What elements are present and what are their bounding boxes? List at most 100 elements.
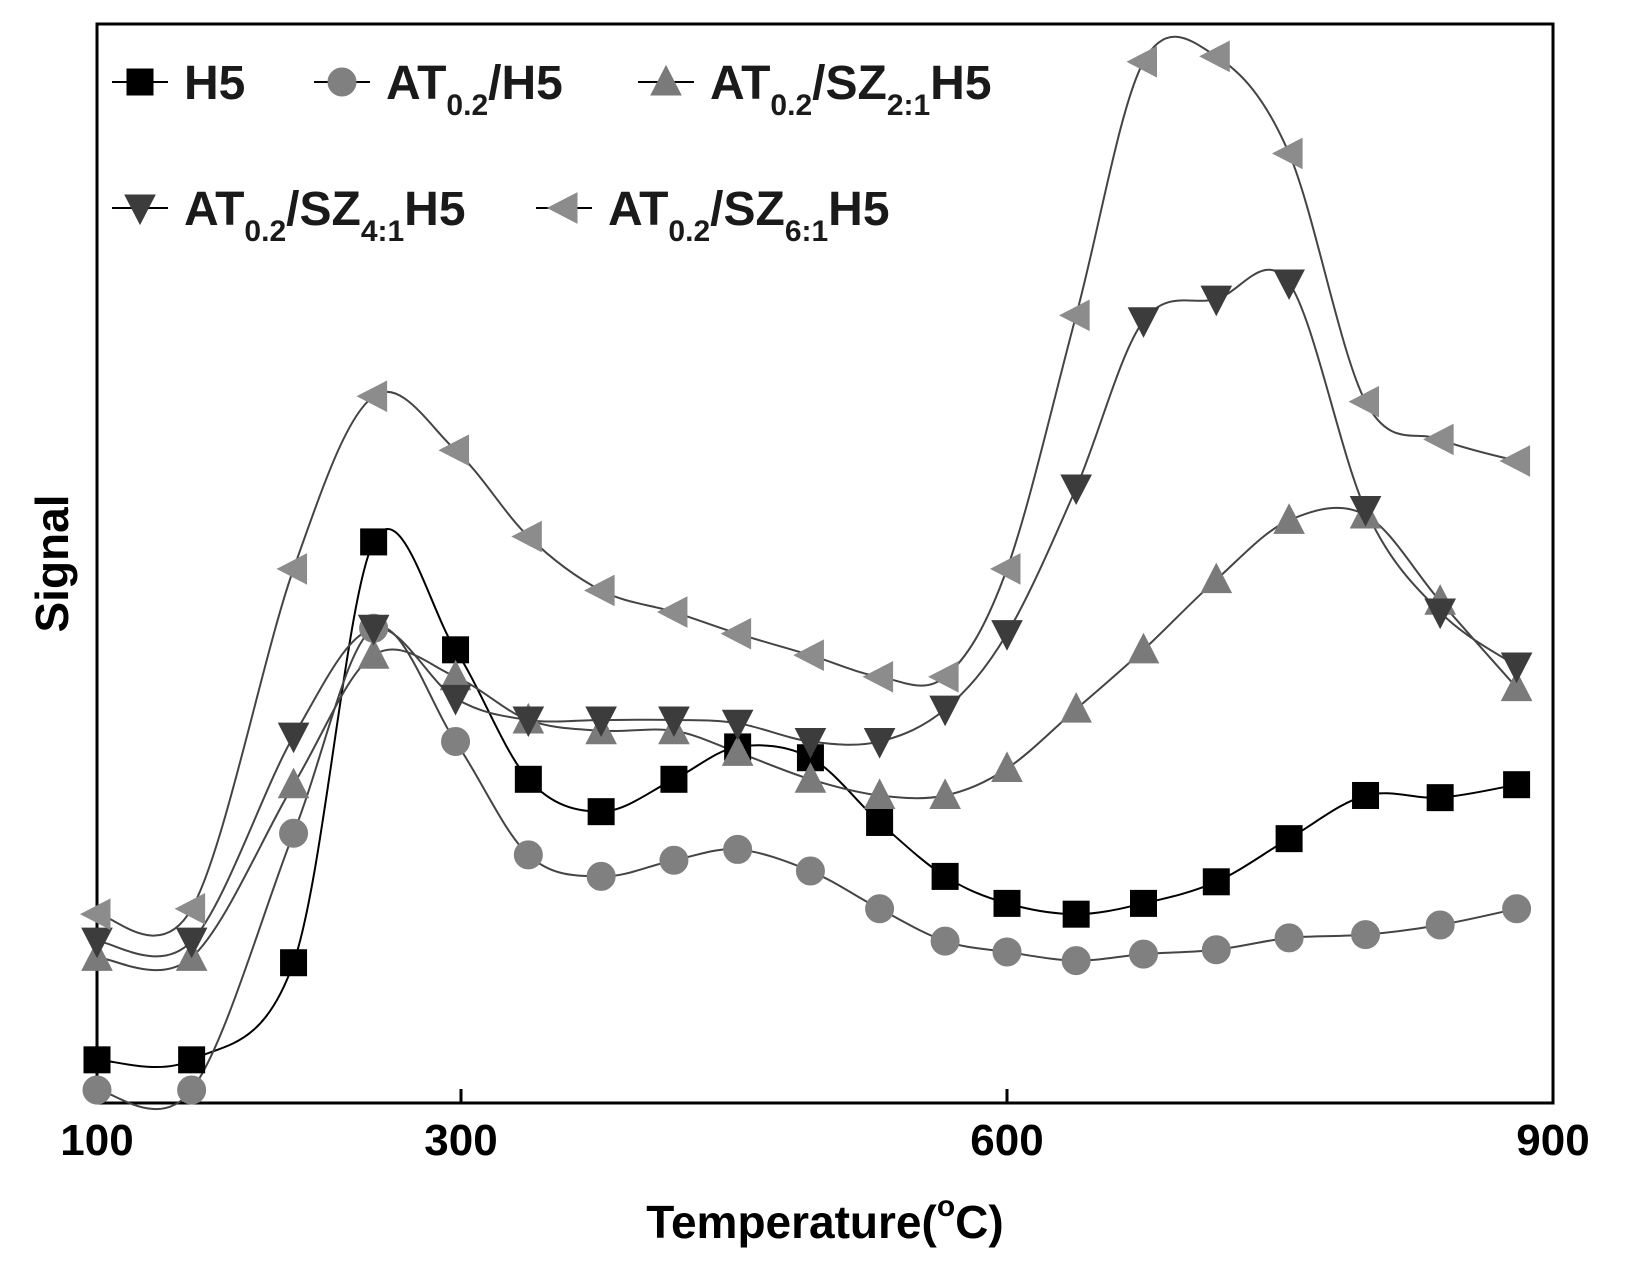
legend-marker (126, 68, 154, 96)
legend-item: H5 (112, 57, 245, 110)
data-point (175, 927, 208, 959)
data-point (1060, 474, 1092, 506)
legend-marker (327, 67, 357, 97)
data-point (79, 898, 111, 930)
legend-item: AT0.2/SZ2:1H5 (638, 57, 992, 122)
data-point (277, 722, 310, 754)
data-point (1273, 503, 1305, 534)
data-point (1500, 670, 1533, 702)
data-point (723, 834, 753, 864)
data-point (356, 380, 388, 413)
series-line (96, 35, 1517, 937)
data-point (513, 840, 543, 870)
data-point (587, 798, 615, 826)
data-point (928, 660, 959, 693)
data-point (1130, 889, 1157, 917)
data-point (862, 660, 894, 693)
series-marker-group (82, 613, 1532, 1105)
data-point (279, 818, 309, 848)
data-point (865, 894, 895, 924)
series-markers (79, 40, 1533, 1105)
legend: H5 AT0.2/H5 AT0.2/SZ2:1H5 AT0.2/SZ4:1H5 AT0.… (112, 57, 992, 248)
data-point (357, 638, 390, 669)
legend-label: H5 (184, 57, 245, 110)
data-point (794, 728, 827, 759)
plot-frame (95, 22, 1555, 1105)
data-point (1200, 562, 1233, 594)
data-point (1129, 939, 1158, 969)
data-point (1126, 45, 1157, 78)
data-point (1349, 496, 1382, 527)
data-point (793, 639, 824, 672)
data-point (1199, 40, 1230, 73)
data-point (720, 617, 752, 650)
legend-label: AT0.2/H5 (386, 57, 563, 122)
data-point (438, 434, 470, 467)
series-marker-group (79, 40, 1531, 930)
data-point (360, 528, 388, 556)
data-point (658, 706, 690, 738)
data-point (1061, 946, 1091, 976)
series-line (96, 268, 1518, 958)
data-point (1423, 423, 1454, 456)
data-point (794, 762, 827, 793)
data-point (659, 845, 689, 875)
data-point (1424, 598, 1456, 630)
data-point (991, 620, 1023, 651)
data-point (1500, 652, 1533, 684)
data-point (929, 695, 961, 727)
data-point (584, 574, 615, 607)
data-point (1274, 923, 1304, 953)
data-point (930, 926, 960, 956)
data-point (1060, 692, 1092, 723)
data-point (1059, 299, 1090, 332)
data-point (1201, 935, 1231, 965)
data-point (83, 1046, 111, 1074)
legend-marker (546, 192, 578, 224)
x-tick-label: 300 (424, 1116, 497, 1165)
legend-label: AT0.2/SZ2:1H5 (710, 57, 992, 122)
data-point (656, 596, 688, 628)
data-point (929, 778, 961, 809)
data-point (1273, 269, 1305, 301)
series-line (96, 528, 1517, 1068)
data-point (512, 706, 545, 738)
data-point (177, 1075, 207, 1105)
data-point (1275, 825, 1303, 853)
data-point (174, 892, 206, 925)
data-point (1348, 385, 1380, 418)
data-point (511, 520, 542, 553)
data-point (931, 862, 959, 890)
data-point (991, 751, 1023, 783)
legend-label: AT0.2/SZ4:1H5 (184, 183, 466, 248)
y-axis-title: Signal (26, 494, 78, 632)
data-point (1127, 307, 1160, 338)
data-point (1426, 784, 1454, 812)
data-point (1425, 910, 1455, 940)
data-point (1351, 920, 1381, 950)
data-point (280, 949, 308, 977)
series-marker-group (83, 528, 1531, 1074)
data-point (439, 684, 472, 716)
data-point (1127, 632, 1160, 664)
data-point (989, 553, 1021, 585)
data-point (863, 728, 896, 759)
x-axis: 100 300 600 900 (60, 1089, 1590, 1165)
data-point (442, 636, 470, 664)
data-point (514, 765, 542, 793)
data-point (863, 778, 896, 809)
legend-label: AT0.2/SZ6:1H5 (608, 183, 890, 248)
data-point (721, 709, 754, 741)
x-axis-title: Temperature(oC) (646, 1190, 1003, 1248)
data-point (178, 1046, 206, 1074)
data-point (993, 889, 1021, 917)
data-point (1499, 445, 1531, 477)
data-point (1352, 781, 1380, 809)
data-point (1503, 771, 1531, 799)
data-point (992, 937, 1022, 967)
legend-marker (650, 64, 682, 96)
legend-item: AT0.2/SZ4:1H5 (112, 183, 466, 248)
data-point (276, 553, 308, 585)
x-tick-label: 100 (60, 1116, 133, 1165)
